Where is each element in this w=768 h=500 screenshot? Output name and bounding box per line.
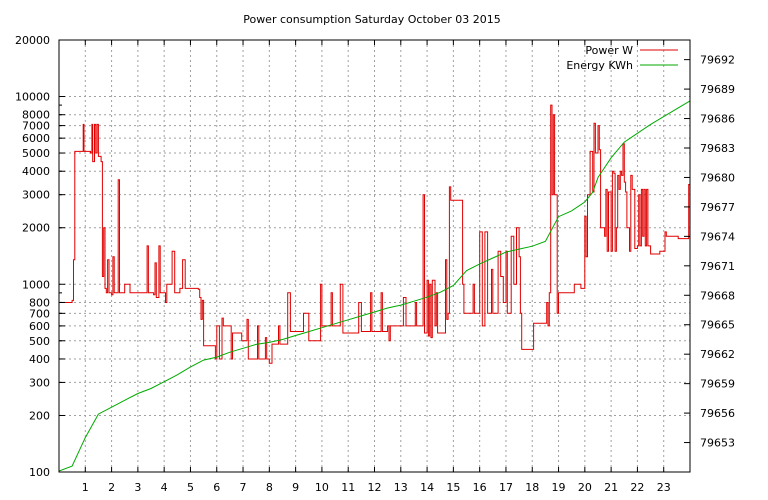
x-tick-label: 19 [552, 481, 566, 494]
y-right-tick-label: 79653 [700, 437, 735, 450]
y-left-tick-label: 300 [29, 376, 50, 389]
y-left-tick-label: 3000 [22, 189, 50, 202]
x-tick-label: 6 [213, 481, 220, 494]
x-tick-label: 4 [161, 481, 168, 494]
x-axis: 1 2 3 4 5 6 7 8 9 10 11 12 13 14 15 16 17 18 19 20 21 22 23 [82, 40, 671, 494]
y-right-tick-label: 79680 [700, 171, 735, 184]
y-right-tick-label: 79656 [700, 407, 735, 420]
y-right-tick-label: 79659 [700, 378, 735, 391]
y-left-tick-label: 2000 [22, 222, 50, 235]
y-left-tick-label: 800 [29, 296, 50, 309]
y-right-tick-label: 79692 [700, 54, 735, 67]
y-left-tick-label: 500 [29, 335, 50, 348]
y-left-tick-label: 6000 [22, 132, 50, 145]
plot-clip-group [59, 100, 690, 472]
x-tick-label: 12 [368, 481, 382, 494]
x-tick-label: 23 [657, 481, 671, 494]
y-right-tick-label: 79689 [700, 83, 735, 96]
x-tick-label: 11 [341, 481, 355, 494]
y-left-tick-label: 5000 [22, 147, 50, 160]
x-tick-label: 7 [240, 481, 247, 494]
y-right-tick-label: 79677 [700, 201, 735, 214]
x-tick-label: 15 [446, 481, 460, 494]
power-series-line [59, 104, 690, 364]
y-left-tick-label: 600 [29, 320, 50, 333]
y-right-tick-label: 79674 [700, 230, 735, 243]
y-left-tick-label: 100 [29, 466, 50, 479]
y-right-tick-label: 79686 [700, 113, 735, 126]
legend-label: Power W [585, 44, 633, 57]
x-tick-label: 9 [292, 481, 299, 494]
y-right-tick-label: 79665 [700, 319, 735, 332]
y-left-tick-label: 20000 [15, 34, 50, 47]
chart-title: Power consumption Saturday October 03 20… [243, 13, 501, 26]
y-right-tick-label: 79683 [700, 142, 735, 155]
y-left-tick-label: 8000 [22, 109, 50, 122]
y-left-tick-label: 400 [29, 353, 50, 366]
x-tick-label: 1 [82, 481, 89, 494]
y-left-tick-label: 200 [29, 409, 50, 422]
x-tick-label: 20 [578, 481, 592, 494]
x-tick-label: 22 [630, 481, 644, 494]
x-tick-label: 17 [499, 481, 513, 494]
y-right-tick-label: 79662 [700, 348, 735, 361]
y-left-tick-label: 1000 [22, 278, 50, 291]
y-right-tick-label: 79668 [700, 289, 735, 302]
y-right-tick-label: 79671 [700, 260, 735, 273]
x-tick-label: 14 [420, 481, 434, 494]
x-tick-label: 16 [473, 481, 487, 494]
x-tick-label: 13 [394, 481, 408, 494]
x-tick-label: 18 [525, 481, 539, 494]
y-left-tick-label: 10000 [15, 91, 50, 104]
x-tick-label: 10 [315, 481, 329, 494]
y-left-tick-label: 4000 [22, 165, 50, 178]
y-left-tick-label: 7000 [22, 120, 50, 133]
x-tick-label: 5 [187, 481, 194, 494]
series-layer [59, 100, 690, 472]
x-tick-label: 8 [266, 481, 273, 494]
x-tick-label: 3 [134, 481, 141, 494]
energy-series-line [59, 100, 690, 472]
legend: Power W Energy KWh [566, 44, 678, 72]
x-tick-label: 21 [604, 481, 618, 494]
y-left-tick-label: 700 [29, 307, 50, 320]
y-axis-right: 79653 79656 79659 79662 79665 79668 79671 79674… [684, 54, 735, 450]
x-tick-label: 2 [108, 481, 115, 494]
grid-layer [59, 39, 690, 473]
legend-label: Energy KWh [566, 59, 633, 72]
